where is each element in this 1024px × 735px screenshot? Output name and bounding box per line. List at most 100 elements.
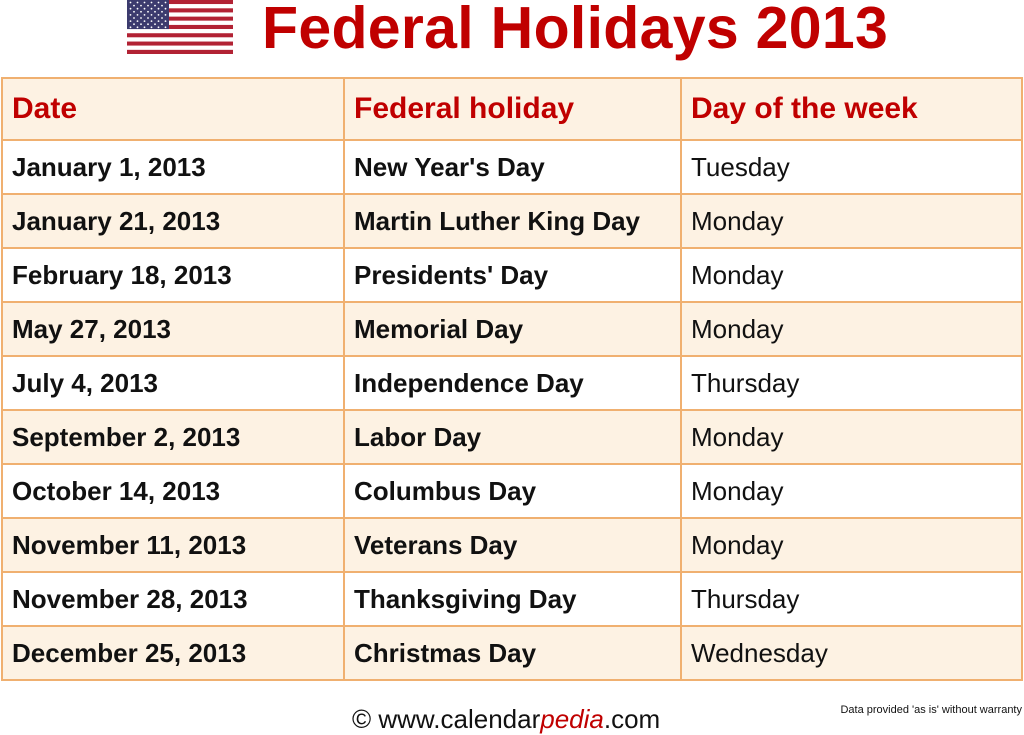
date-cell: November 11, 2013 (1, 517, 345, 573)
flag-star (133, 23, 135, 26)
flag-star (136, 20, 139, 22)
flag-star (143, 7, 146, 10)
flag-star (133, 10, 135, 13)
flag-stripe (127, 49, 233, 54)
flag-star (143, 26, 146, 29)
flag-stripe (127, 33, 233, 38)
header-day: Day of the week (680, 77, 1023, 141)
day-cell: Wednesday (680, 625, 1023, 681)
flag-stripe (127, 4, 233, 9)
us-flag-icon (127, 0, 233, 54)
flag-star (164, 20, 167, 22)
table-row: July 4, 2013 Independence Day Thursday (1, 355, 1023, 411)
page-title: Federal Holidays 2013 (262, 0, 889, 61)
date-cell: December 25, 2013 (1, 625, 345, 681)
date-cell: October 14, 2013 (1, 463, 345, 519)
flag-star (164, 1, 167, 4)
flag-stripe (127, 20, 233, 25)
holiday-cell: Columbus Day (343, 463, 682, 519)
flag-star (150, 7, 153, 10)
day-cell: Monday (680, 463, 1023, 519)
table-row: February 18, 2013 Presidents' Day Monday (1, 247, 1023, 303)
footer-suffix: .com (603, 704, 661, 734)
flag-star (129, 1, 132, 4)
flag-star (164, 26, 167, 29)
flag-star (129, 14, 132, 16)
flag-star (150, 26, 153, 29)
day-cell: Thursday (680, 355, 1023, 411)
date-cell: January 1, 2013 (1, 139, 345, 195)
flag-star (154, 4, 156, 7)
date-cell: January 21, 2013 (1, 193, 345, 249)
table-row: January 1, 2013 New Year's Day Tuesday (1, 139, 1023, 195)
flag-star (161, 4, 163, 7)
flag-star (147, 4, 149, 7)
flag-stripe (127, 24, 233, 30)
flag-star (133, 17, 135, 19)
flag-stripe (127, 8, 233, 13)
flag-stripe (127, 37, 233, 42)
holiday-cell: Christmas Day (343, 625, 682, 681)
flag-star (136, 1, 139, 4)
flag-star (140, 23, 142, 26)
flag-star (150, 1, 153, 4)
flag-star (133, 4, 135, 7)
flag-star (157, 1, 160, 4)
holiday-cell: Independence Day (343, 355, 682, 411)
holiday-cell: New Year's Day (343, 139, 682, 195)
flag-star (154, 23, 156, 26)
day-cell: Monday (680, 193, 1023, 249)
flag-stripe (127, 41, 233, 46)
header-holiday: Federal holiday (343, 77, 682, 141)
footer-prefix: © www.calendar (352, 704, 541, 734)
table-row: January 21, 2013 Martin Luther King Day Mo… (1, 193, 1023, 249)
flag-star (161, 23, 163, 26)
flag-star (147, 17, 149, 19)
day-cell: Monday (680, 409, 1023, 465)
flag-star (164, 14, 167, 16)
flag-star (140, 4, 142, 7)
flag-star (140, 17, 142, 19)
flag-stripe (127, 12, 233, 17)
flag-star (143, 1, 146, 4)
flag-stripe (127, 45, 233, 50)
flag-star (157, 20, 160, 22)
flag-star (164, 7, 167, 10)
disclaimer: Data provided 'as is' without warranty (840, 704, 1022, 716)
flag-star (157, 7, 160, 10)
holiday-cell: Presidents' Day (343, 247, 682, 303)
footer-brand: pedia (540, 704, 604, 734)
footer-credit: © www.calendarpedia.com (352, 704, 660, 735)
day-cell: Monday (680, 301, 1023, 357)
flag-star (150, 20, 153, 22)
flag-star (150, 14, 153, 16)
flag-star (136, 7, 139, 10)
date-cell: November 28, 2013 (1, 571, 345, 627)
flag-star (143, 20, 146, 22)
day-cell: Thursday (680, 571, 1023, 627)
holiday-cell: Memorial Day (343, 301, 682, 357)
table-row: November 28, 2013 Thanksgiving Day Thursda… (1, 571, 1023, 627)
day-cell: Monday (680, 247, 1023, 303)
flag-stripe (127, 29, 233, 34)
date-cell: July 4, 2013 (1, 355, 345, 411)
holiday-cell: Veterans Day (343, 517, 682, 573)
flag-star (129, 26, 132, 29)
flag-star (143, 14, 146, 16)
flag-stripe (127, 16, 233, 21)
day-cell: Tuesday (680, 139, 1023, 195)
flag-star (136, 26, 139, 29)
header-date: Date (1, 77, 345, 141)
table-row: November 11, 2013 Veterans Day Monday (1, 517, 1023, 573)
holiday-cell: Thanksgiving Day (343, 571, 682, 627)
flag-stripe (127, 0, 233, 5)
flag-star (157, 14, 160, 16)
table-header-row: Date Federal holiday Day of the week (1, 77, 1023, 141)
flag-star (140, 10, 142, 13)
table-row: May 27, 2013 Memorial Day Monday (1, 301, 1023, 357)
table-row: September 2, 2013 Labor Day Monday (1, 409, 1023, 465)
date-cell: May 27, 2013 (1, 301, 345, 357)
flag-star (136, 14, 139, 16)
day-cell: Monday (680, 517, 1023, 573)
table-row: October 14, 2013 Columbus Day Monday (1, 463, 1023, 519)
